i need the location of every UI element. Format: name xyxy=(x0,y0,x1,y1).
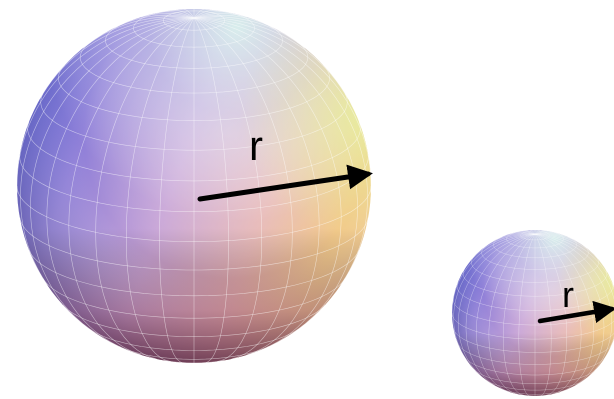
mesh-line xyxy=(95,17,195,360)
mesh-line xyxy=(193,17,342,348)
mesh-line xyxy=(105,23,283,69)
mesh-line xyxy=(163,10,225,31)
mesh-line xyxy=(19,154,369,213)
mesh-line xyxy=(163,360,225,364)
mesh-line xyxy=(183,9,195,19)
mesh-line xyxy=(79,41,309,94)
mesh-line xyxy=(58,64,330,122)
mesh-line xyxy=(40,93,348,151)
mesh-line xyxy=(19,217,369,271)
mesh-line xyxy=(481,245,589,270)
mesh-line xyxy=(530,229,536,235)
mesh-line xyxy=(506,230,564,249)
small-radius-label: r xyxy=(562,274,574,315)
mesh-line xyxy=(476,233,536,393)
mesh-line xyxy=(534,232,573,240)
mesh-line xyxy=(88,328,300,351)
large-radius-arrow xyxy=(197,164,373,202)
mesh-line xyxy=(16,185,372,243)
mesh-line xyxy=(493,236,577,259)
mesh-line xyxy=(133,9,255,48)
small-radius-arrow xyxy=(537,300,614,324)
mesh-line xyxy=(193,17,349,99)
mesh-line xyxy=(193,17,372,194)
mesh-line xyxy=(453,327,614,353)
mesh-line xyxy=(193,9,205,19)
mesh-line xyxy=(28,250,360,297)
mesh-line xyxy=(483,233,536,249)
large-sphere: r xyxy=(16,9,373,364)
mesh-line xyxy=(193,16,305,48)
mesh-line xyxy=(20,17,195,286)
mesh-line xyxy=(457,343,613,365)
large-sphere-mesh xyxy=(16,9,372,364)
mesh-line xyxy=(119,346,269,360)
small-sphere: r xyxy=(451,229,614,397)
mesh-line xyxy=(68,17,195,356)
small-sphere-mesh xyxy=(451,229,614,397)
mesh-line xyxy=(193,17,293,360)
mesh-line xyxy=(456,282,614,311)
mesh-line xyxy=(534,233,582,395)
mesh-line xyxy=(497,232,536,240)
mesh-line xyxy=(83,16,195,48)
mesh-line xyxy=(534,233,614,290)
mesh-line xyxy=(16,17,195,194)
mesh-line xyxy=(451,233,536,317)
mesh-line xyxy=(534,233,587,249)
large-radius-label: r xyxy=(249,122,263,169)
mesh-line xyxy=(27,121,361,182)
mesh-line xyxy=(520,394,550,397)
mesh-line xyxy=(114,14,195,28)
mesh-line xyxy=(471,256,599,283)
mesh-line xyxy=(534,229,540,235)
mesh-line xyxy=(485,379,585,391)
mesh-line xyxy=(464,356,606,376)
mesh-line xyxy=(462,269,608,297)
mesh-line xyxy=(465,233,536,389)
mesh-line xyxy=(488,233,536,395)
mesh-line xyxy=(451,312,614,340)
mesh-line xyxy=(193,14,274,28)
mesh-line xyxy=(520,230,550,241)
mesh-line xyxy=(534,233,614,360)
mesh-line xyxy=(42,278,346,319)
mesh-line xyxy=(499,387,571,395)
mesh-line xyxy=(453,233,536,360)
mesh-line xyxy=(473,368,597,384)
mesh-line xyxy=(462,233,536,273)
mesh-line xyxy=(534,233,608,273)
mesh-line xyxy=(193,17,368,286)
mesh-line xyxy=(46,17,195,348)
mesh-line xyxy=(193,17,320,356)
mesh-line xyxy=(62,304,326,337)
mesh-line xyxy=(39,17,195,99)
